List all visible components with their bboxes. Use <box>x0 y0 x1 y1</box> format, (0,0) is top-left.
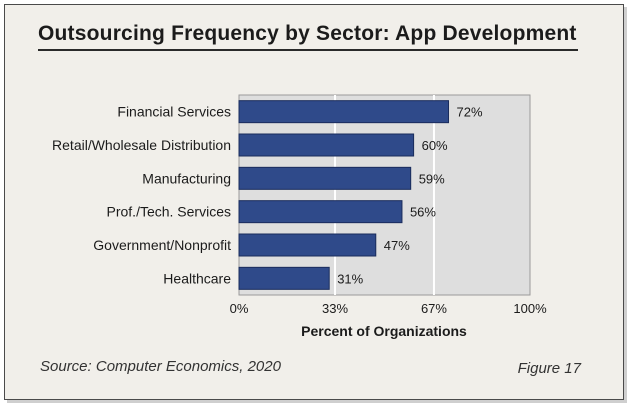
category-label: Healthcare <box>163 270 231 286</box>
bar <box>238 133 415 157</box>
data-label: 72% <box>457 105 483 120</box>
data-label: 56% <box>410 205 436 220</box>
title-underline <box>38 49 578 51</box>
x-tick-label: 67% <box>421 301 447 316</box>
category-label: Prof./Tech. Services <box>107 204 232 220</box>
grid-lines <box>334 95 435 295</box>
category-labels: Financial Services Retail/Wholesale Distr… <box>52 104 231 287</box>
category-label: Financial Services <box>117 104 231 120</box>
bar <box>238 233 377 257</box>
bar <box>238 100 450 124</box>
chart-title: Outsourcing Frequency by Sector: App Dev… <box>38 22 577 45</box>
bar <box>238 200 403 224</box>
data-label: 31% <box>337 271 363 286</box>
data-label: 59% <box>419 171 445 186</box>
bar <box>238 266 330 290</box>
x-tick-label: 100% <box>513 301 547 316</box>
data-label: 47% <box>384 238 410 253</box>
data-label: 60% <box>422 138 448 153</box>
value-labels: 72% 60% 59% 56% 47% 31% <box>337 105 483 287</box>
category-label: Government/Nonprofit <box>93 237 231 253</box>
category-label: Manufacturing <box>142 170 231 186</box>
bars <box>238 100 450 290</box>
x-tick-labels: 0% 33% 67% 100% <box>230 301 547 316</box>
source-note: Source: Computer Economics, 2020 <box>40 358 281 375</box>
x-axis-label: Percent of Organizations <box>301 323 467 339</box>
x-tick-label: 33% <box>322 301 348 316</box>
bar <box>238 166 412 190</box>
plot-area <box>238 94 531 296</box>
figure-number: Figure 17 <box>517 360 581 377</box>
x-tick-label: 0% <box>230 301 249 316</box>
category-label: Retail/Wholesale Distribution <box>52 137 231 153</box>
